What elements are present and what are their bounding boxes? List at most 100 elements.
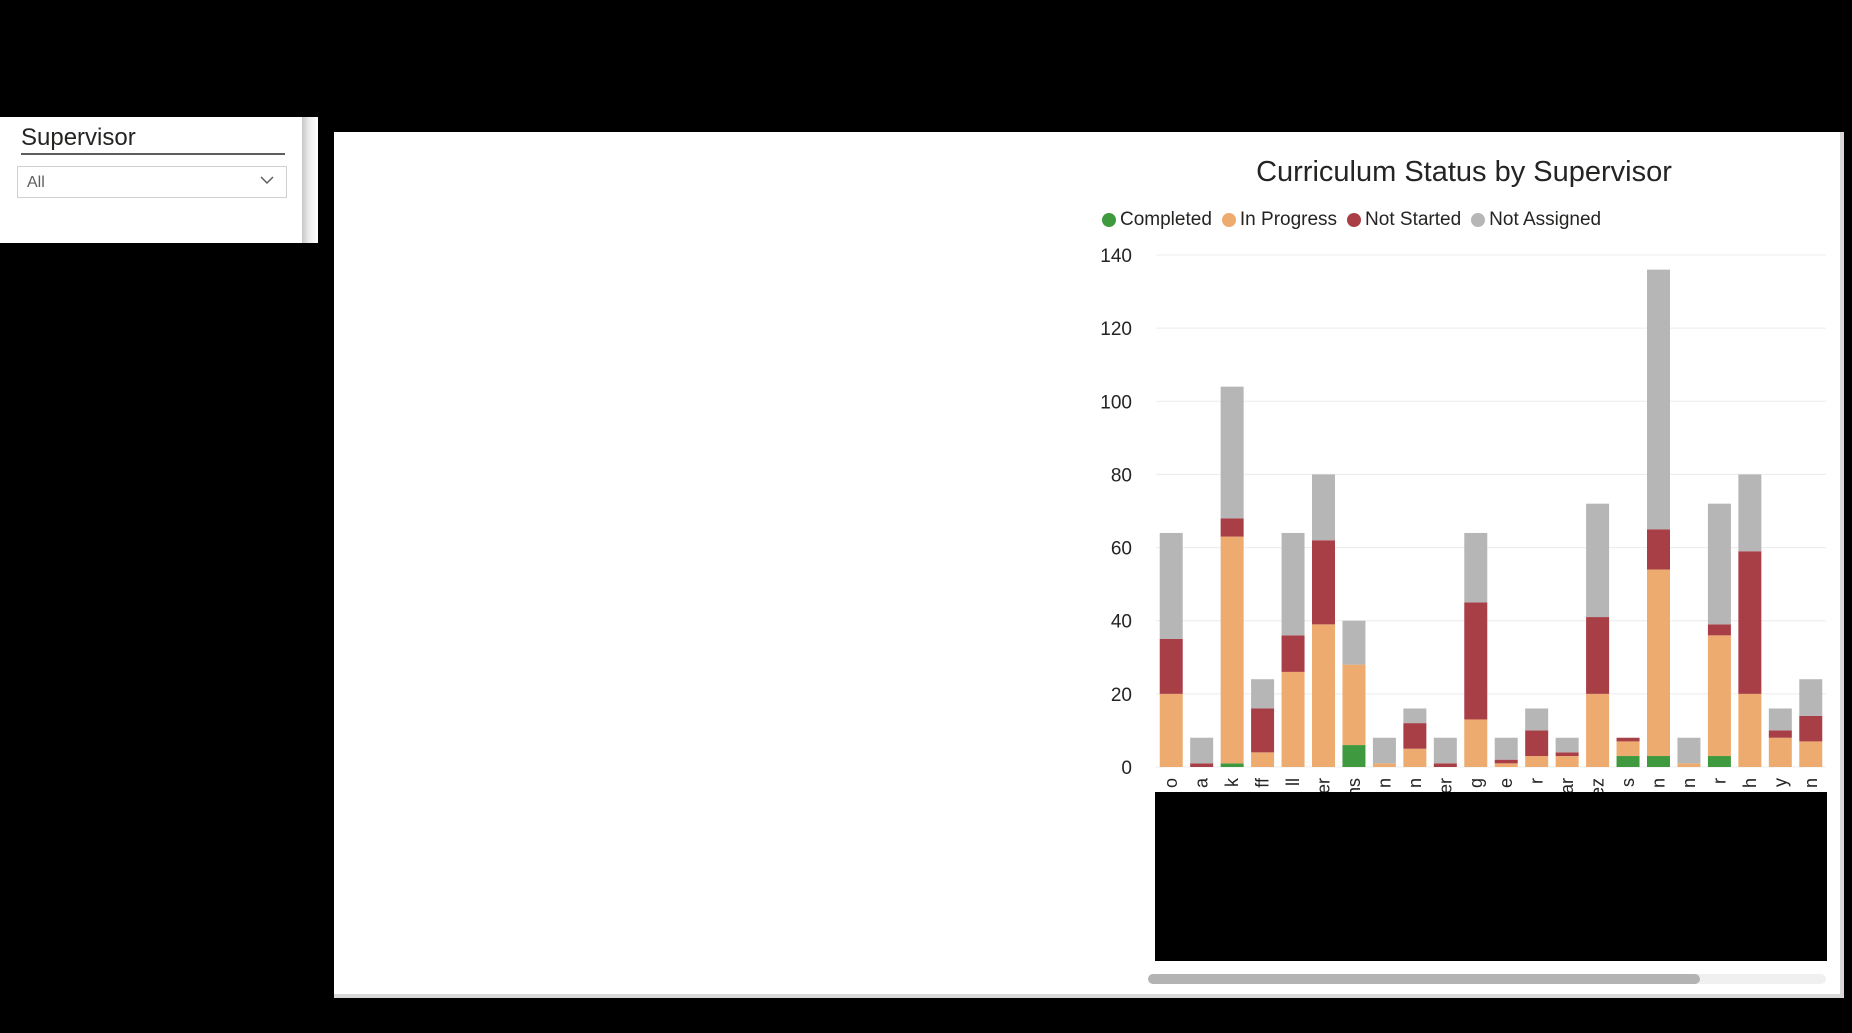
bar-segment-in-progress	[1251, 752, 1275, 767]
supervisor-dropdown[interactable]: All	[17, 166, 287, 198]
bar-segment-not-assigned	[1677, 737, 1701, 764]
bar-segment-in-progress	[1403, 748, 1427, 767]
supervisor-dropdown-value: All	[27, 174, 45, 191]
x-tick-label: e	[1496, 778, 1516, 788]
y-tick-label: 100	[1100, 392, 1132, 413]
legend-label-not-assigned: Not Assigned	[1489, 209, 1602, 230]
bar-segment-not-assigned	[1525, 708, 1549, 731]
y-tick-label: 140	[1100, 246, 1132, 267]
bar-segment-not-started	[1738, 551, 1762, 694]
bar-segment-not-started	[1159, 639, 1183, 694]
legend-dot-not-assigned	[1471, 213, 1486, 227]
bar-segment-not-assigned	[1190, 737, 1214, 764]
bar-segment-not-assigned	[1799, 679, 1823, 716]
bar-segment-in-progress	[1799, 741, 1823, 767]
redacted-area	[1155, 792, 1827, 961]
x-tick-label: r	[1527, 778, 1547, 784]
slicer-title-underline	[21, 153, 285, 155]
x-tick-label: er	[1435, 778, 1455, 794]
y-tick-label: 80	[1111, 465, 1132, 486]
chart-legend: Completed In Progress Not Started Not As…	[1102, 209, 1601, 231]
x-tick-label: n	[1679, 778, 1699, 788]
canvas-border-bottom	[334, 994, 1844, 998]
slicer-title: Supervisor	[21, 124, 136, 151]
x-tick-label: n	[1649, 778, 1669, 788]
bar-segment-in-progress	[1159, 693, 1183, 767]
bar-segment-not-assigned	[1494, 737, 1518, 760]
bar-segment-not-started	[1281, 635, 1305, 672]
y-tick-label: 120	[1100, 319, 1132, 340]
bar-segment-not-started	[1251, 708, 1275, 753]
x-tick-label: ar	[1557, 778, 1577, 794]
legend-item-in-progress[interactable]: In Progress	[1221, 209, 1338, 231]
bar-segment-not-assigned	[1251, 679, 1275, 709]
bar-segment-in-progress	[1677, 763, 1701, 767]
bar-segment-not-assigned	[1433, 737, 1457, 764]
x-tick-label: o	[1161, 778, 1181, 788]
legend-label-not-started: Not Started	[1365, 209, 1462, 230]
bar-segment-not-assigned	[1586, 503, 1610, 618]
legend-dot-completed	[1102, 213, 1116, 227]
bar-segment-not-assigned	[1372, 737, 1396, 764]
bar-segment-in-progress	[1372, 763, 1396, 767]
bar-segment-not-started	[1464, 602, 1488, 720]
bar-segment-not-started	[1707, 624, 1731, 636]
bar-segment-in-progress	[1768, 737, 1792, 767]
bar-segment-not-started	[1403, 723, 1427, 749]
chart-title: Curriculum Status by Supervisor	[1256, 156, 1672, 188]
bar-segment-in-progress	[1220, 536, 1244, 764]
bar-segment-not-started	[1220, 518, 1244, 537]
bar-segment-in-progress	[1342, 664, 1366, 746]
x-tick-label: y	[1770, 778, 1790, 787]
bar-segment-in-progress	[1281, 671, 1305, 767]
legend-label-in-progress: In Progress	[1239, 209, 1338, 230]
horizontal-scrollbar-thumb[interactable]	[1148, 974, 1700, 984]
x-tick-label: h	[1740, 778, 1760, 788]
y-tick-label: 60	[1111, 539, 1132, 560]
x-tick-label: r	[1709, 778, 1729, 784]
bar-segment-not-assigned	[1707, 503, 1731, 625]
bar-segment-not-started	[1525, 730, 1549, 757]
y-tick-label: 20	[1111, 685, 1132, 706]
bar-segment-not-assigned	[1464, 532, 1488, 603]
x-tick-label: er	[1314, 778, 1334, 794]
bar-segment-completed	[1647, 756, 1670, 767]
x-tick-label: a	[1192, 777, 1212, 788]
bar-segment-in-progress	[1707, 635, 1731, 757]
bar-segment-not-started	[1312, 540, 1335, 625]
bar-segment-not-started	[1768, 730, 1792, 738]
slicer-shadow	[302, 117, 318, 243]
legend-item-not-started[interactable]: Not Started	[1347, 209, 1461, 231]
x-tick-label: ll	[1283, 778, 1303, 786]
bar-segment-not-assigned	[1403, 708, 1427, 724]
bar-segment-not-assigned	[1281, 532, 1305, 636]
legend-item-completed[interactable]: Completed	[1102, 209, 1212, 231]
bar-segment-not-assigned	[1738, 474, 1762, 552]
bar-segment-not-started	[1799, 715, 1823, 742]
bar-segment-in-progress	[1586, 693, 1610, 767]
bar-segment-in-progress	[1647, 569, 1670, 757]
bar-segment-not-assigned	[1159, 532, 1183, 639]
bar-segment-not-started	[1433, 763, 1457, 767]
bar-segment-completed	[1616, 756, 1640, 767]
bar-segment-not-started	[1494, 759, 1518, 764]
bar-segment-not-assigned	[1768, 708, 1792, 731]
bar-segment-not-started	[1647, 529, 1670, 570]
x-tick-label: g	[1466, 778, 1486, 788]
x-tick-label: k	[1222, 777, 1242, 787]
x-tick-label: ff	[1253, 777, 1273, 788]
bar-segment-in-progress	[1555, 756, 1579, 767]
bar-segment-not-assigned	[1312, 474, 1335, 541]
bar-segment-not-assigned	[1220, 386, 1244, 519]
legend-dot-in-progress	[1221, 213, 1236, 227]
x-tick-label: n	[1801, 778, 1821, 788]
bar-segment-not-started	[1616, 737, 1640, 742]
y-tick-label: 40	[1111, 612, 1132, 633]
legend-item-not-assigned[interactable]: Not Assigned	[1471, 209, 1601, 231]
legend-label-completed: Completed	[1120, 209, 1212, 230]
bar-segment-in-progress	[1616, 741, 1640, 757]
bar-segment-not-assigned	[1555, 737, 1579, 753]
x-tick-label: n	[1374, 778, 1394, 788]
bar-segment-completed	[1707, 756, 1731, 767]
